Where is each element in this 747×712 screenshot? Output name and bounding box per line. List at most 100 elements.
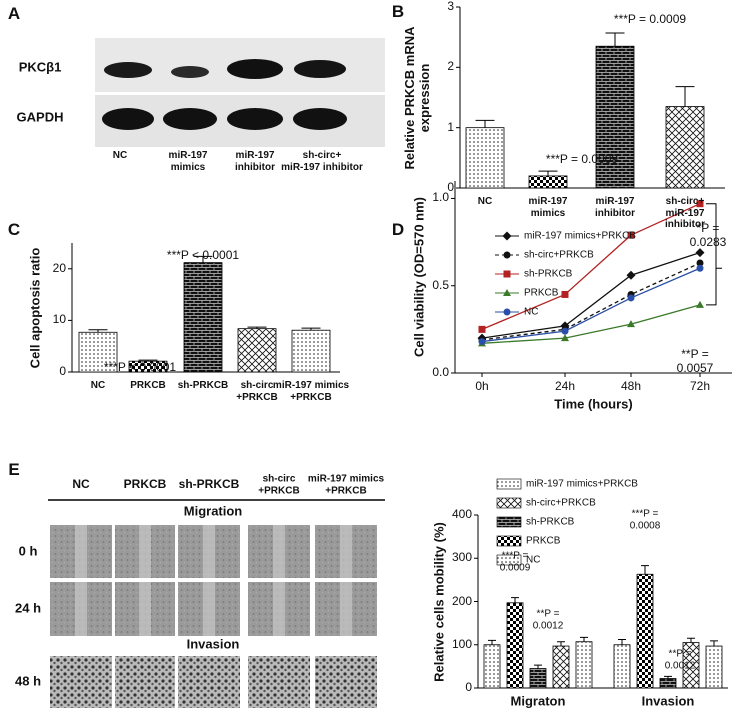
x-tick-label: 48h xyxy=(620,379,642,394)
y-tick-label: 3 xyxy=(447,0,454,14)
error-bar xyxy=(247,326,267,329)
scratch-gap xyxy=(203,582,215,636)
micrograph xyxy=(50,656,112,708)
error-bar xyxy=(301,327,321,331)
y-axis-label: Cell viability (OD=570 nm) xyxy=(411,196,427,358)
x-tick-label: miR-197 mimics +PRKCB xyxy=(272,380,350,403)
point xyxy=(627,231,635,239)
micrograph xyxy=(178,656,240,708)
y-tick-label: 0 xyxy=(59,364,66,379)
bar xyxy=(528,175,568,189)
bar xyxy=(705,645,723,689)
panel-label: B xyxy=(391,2,405,22)
annotation: ***P = 0.0009 xyxy=(613,12,687,27)
x-tick-label: sh-PRKCB xyxy=(177,380,229,391)
scratch-gap xyxy=(75,582,87,636)
micrograph xyxy=(248,656,310,708)
bar xyxy=(506,602,524,689)
blot-band xyxy=(163,108,217,130)
annotation: **P = 0.0012 xyxy=(664,648,696,672)
error-bar xyxy=(88,329,108,333)
micrograph xyxy=(115,656,175,708)
scratch-gap xyxy=(203,525,215,578)
y-tick-label: 0 xyxy=(465,680,472,695)
point xyxy=(696,200,704,208)
error-bar xyxy=(193,255,213,263)
section-label: Migration xyxy=(183,503,243,519)
point xyxy=(561,290,569,298)
blot-band xyxy=(294,60,346,78)
blot-lane-label: miR-197 mimics xyxy=(168,150,208,173)
x-tick-label: 0h xyxy=(475,379,489,394)
y-tick-label: 1 xyxy=(447,119,454,134)
x-tick-label: sh-circ+ miR-197 inhibitor xyxy=(665,196,705,230)
y-tick-label: 0.0 xyxy=(432,365,449,380)
point xyxy=(627,294,635,302)
error-bar xyxy=(538,170,558,176)
blot-row-label: PKCβ1 xyxy=(18,59,62,75)
annotation: **P = 0.0057 xyxy=(676,347,714,375)
y-tick-label: 300 xyxy=(451,550,472,565)
legend-label: miR-197 mimics+PRKCB xyxy=(524,230,636,242)
blot-band xyxy=(227,59,283,79)
legend-swatch xyxy=(496,478,522,490)
legend-marker xyxy=(503,289,511,296)
x-tick-label: 24h xyxy=(554,379,576,394)
y-axis-label: Cell apoptosis ratio xyxy=(27,247,43,368)
point xyxy=(696,259,704,267)
x-axis-label: Time (hours) xyxy=(554,396,633,412)
point xyxy=(695,248,705,258)
error-bar xyxy=(138,359,158,362)
error-bar xyxy=(534,664,542,669)
error-bar xyxy=(557,641,565,647)
x-tick-label: miR-197 mimics xyxy=(528,196,568,219)
legend-swatch xyxy=(496,554,522,566)
legend-marker xyxy=(502,231,512,241)
blot-lane-label: NC xyxy=(112,150,128,161)
x-tick-label: NC xyxy=(477,196,493,207)
blot-band xyxy=(227,108,283,130)
x-tick-label: NC xyxy=(90,380,106,391)
scratch-gap xyxy=(340,525,352,578)
y-axis-label: Relative PRKCB mRNA expression xyxy=(402,25,432,170)
bar xyxy=(483,644,501,689)
legend-label: sh-PRKCB xyxy=(526,516,575,528)
point xyxy=(626,270,636,280)
point xyxy=(478,325,486,333)
micrograph-column-label: PRKCB xyxy=(123,477,167,492)
y-tick-label: 10 xyxy=(52,312,66,327)
blot-band xyxy=(104,62,152,78)
x-tick-label: Migraton xyxy=(510,693,566,709)
point xyxy=(561,334,569,342)
legend-label: sh-PRKCB xyxy=(524,268,573,280)
y-tick-label: 100 xyxy=(451,636,472,651)
row-label: 0 h xyxy=(18,543,38,559)
annotation: ***P < 0.0001 xyxy=(103,360,177,375)
micrograph-column-label: miR-197 mimics +PRKCB xyxy=(307,473,385,497)
x-tick-label: miR-197 inhibitor xyxy=(595,196,635,219)
legend-label: miR-197 mimics+PRKCB xyxy=(526,478,638,490)
point xyxy=(696,300,704,308)
x-tick-label: 72h xyxy=(689,379,711,394)
micrograph-column-label: NC xyxy=(72,477,90,492)
bar xyxy=(529,668,547,689)
legend-label: sh-circ+PRKCB xyxy=(524,249,594,261)
scratch-gap xyxy=(273,525,285,578)
error-bar xyxy=(664,675,672,679)
error-bar xyxy=(687,637,695,643)
legend-label: PRKCB xyxy=(526,535,561,547)
legend-marker xyxy=(503,251,511,259)
panel-label: C xyxy=(7,220,21,240)
line xyxy=(481,304,701,344)
legend-swatch xyxy=(496,516,522,528)
annotation: ***P = 0.0009 xyxy=(499,550,531,574)
bar xyxy=(659,678,677,689)
point xyxy=(696,264,704,272)
y-axis-label: Relative cells mobility (%) xyxy=(431,521,447,682)
scratch-gap xyxy=(139,582,151,636)
bar xyxy=(291,329,331,373)
blot-band xyxy=(293,108,347,130)
legend-label: PRKCB xyxy=(524,287,559,299)
